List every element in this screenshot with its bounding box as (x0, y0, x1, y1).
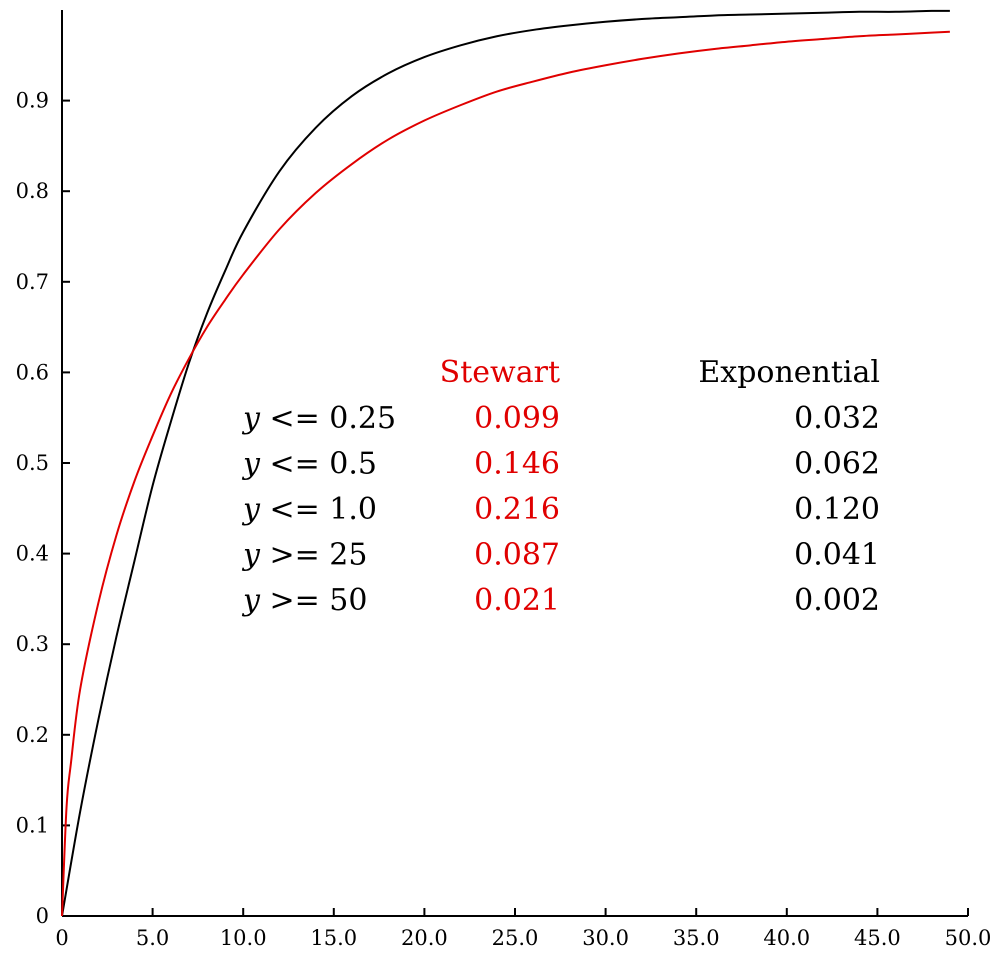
table-cell-value: 0.062 (794, 447, 880, 482)
row-label-variable: y (241, 583, 261, 618)
y-tick-label: 0.9 (16, 89, 49, 113)
table-row-label: y >= 50 (241, 583, 367, 618)
x-tick-label: 20.0 (401, 926, 448, 950)
row-label-condition: <= 0.5 (260, 447, 377, 482)
row-label-condition: >= 50 (260, 583, 368, 618)
table-cell-value: 0.216 (474, 492, 560, 527)
y-tick-label: 0.6 (16, 360, 49, 384)
table-row-label: y <= 0.5 (241, 447, 377, 482)
row-label-variable: y (241, 538, 261, 573)
row-label-variable: y (241, 401, 261, 436)
y-tick-label: 0 (36, 904, 49, 928)
row-label-condition: <= 0.25 (260, 401, 396, 436)
curves (61, 9, 950, 917)
table-cell-value: 0.002 (794, 583, 880, 618)
x-tick-label: 30.0 (582, 926, 629, 950)
table-cell-value: 0.041 (794, 538, 880, 573)
y-tick-label: 0.2 (16, 723, 49, 747)
table-column-header: Stewart (440, 355, 560, 390)
table-cell-value: 0.120 (794, 492, 880, 527)
x-tick-label: 15.0 (310, 926, 357, 950)
y-tick-label: 0.4 (16, 542, 49, 566)
table-row-label: y <= 0.25 (241, 401, 396, 436)
x-tick-label: 0 (55, 926, 68, 950)
row-label-variable: y (241, 492, 261, 527)
x-tick-label: 40.0 (763, 926, 810, 950)
x-tick-label: 50.0 (945, 926, 992, 950)
y-tick-label: 0.1 (16, 813, 49, 837)
y-tick-label: 0.8 (16, 179, 49, 203)
series-line-0 (61, 9, 950, 917)
y-tick-label: 0.5 (16, 451, 49, 475)
plot-area: 0 5.0 10.0 15.0 20.0 25.0 30.0 35.0 40.0 45.0 50.0… (16, 9, 991, 950)
x-tick-label: 35.0 (673, 926, 720, 950)
table-cell-value: 0.032 (794, 401, 880, 436)
x-tick-label: 10.0 (220, 926, 267, 950)
series-line-1 (61, 30, 950, 917)
annotation-table: Stewart Exponential y <= 0.25 0.099 0.032 y <… (241, 355, 880, 618)
row-label-condition: <= 1.0 (260, 492, 377, 527)
y-axis-ticks: 0 0.1 0.2 0.3 0.4 0.5 0.6 0.7 0.8 0.9 (16, 89, 70, 928)
table-row-label: y >= 25 (241, 538, 367, 573)
row-label-condition: >= 25 (260, 538, 368, 573)
table-cell-value: 0.146 (474, 447, 560, 482)
x-tick-label: 25.0 (492, 926, 539, 950)
table-row-label: y <= 1.0 (241, 492, 377, 527)
table-cell-value: 0.099 (474, 401, 560, 436)
table-cell-value: 0.021 (474, 583, 560, 618)
x-tick-label: 45.0 (854, 926, 901, 950)
y-tick-label: 0.7 (16, 270, 49, 294)
x-axis-ticks: 0 5.0 10.0 15.0 20.0 25.0 30.0 35.0 40.0 45.0 50.0 (55, 908, 991, 950)
row-label-variable: y (241, 447, 261, 482)
y-tick-label: 0.3 (16, 632, 49, 656)
table-cell-value: 0.087 (474, 538, 560, 573)
x-tick-label: 5.0 (136, 926, 169, 950)
table-column-header: Exponential (698, 355, 880, 390)
